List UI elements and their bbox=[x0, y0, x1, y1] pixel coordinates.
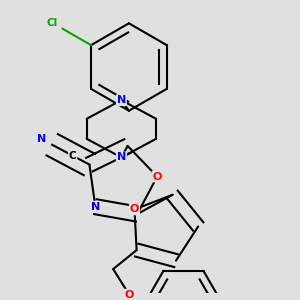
Text: O: O bbox=[130, 204, 139, 214]
Text: N: N bbox=[117, 152, 126, 162]
Text: N: N bbox=[91, 202, 100, 212]
Text: N: N bbox=[117, 95, 126, 105]
Text: O: O bbox=[152, 172, 162, 182]
Text: O: O bbox=[124, 290, 134, 300]
Text: N: N bbox=[37, 134, 46, 144]
Text: Cl: Cl bbox=[46, 17, 58, 28]
Text: C: C bbox=[69, 151, 76, 161]
